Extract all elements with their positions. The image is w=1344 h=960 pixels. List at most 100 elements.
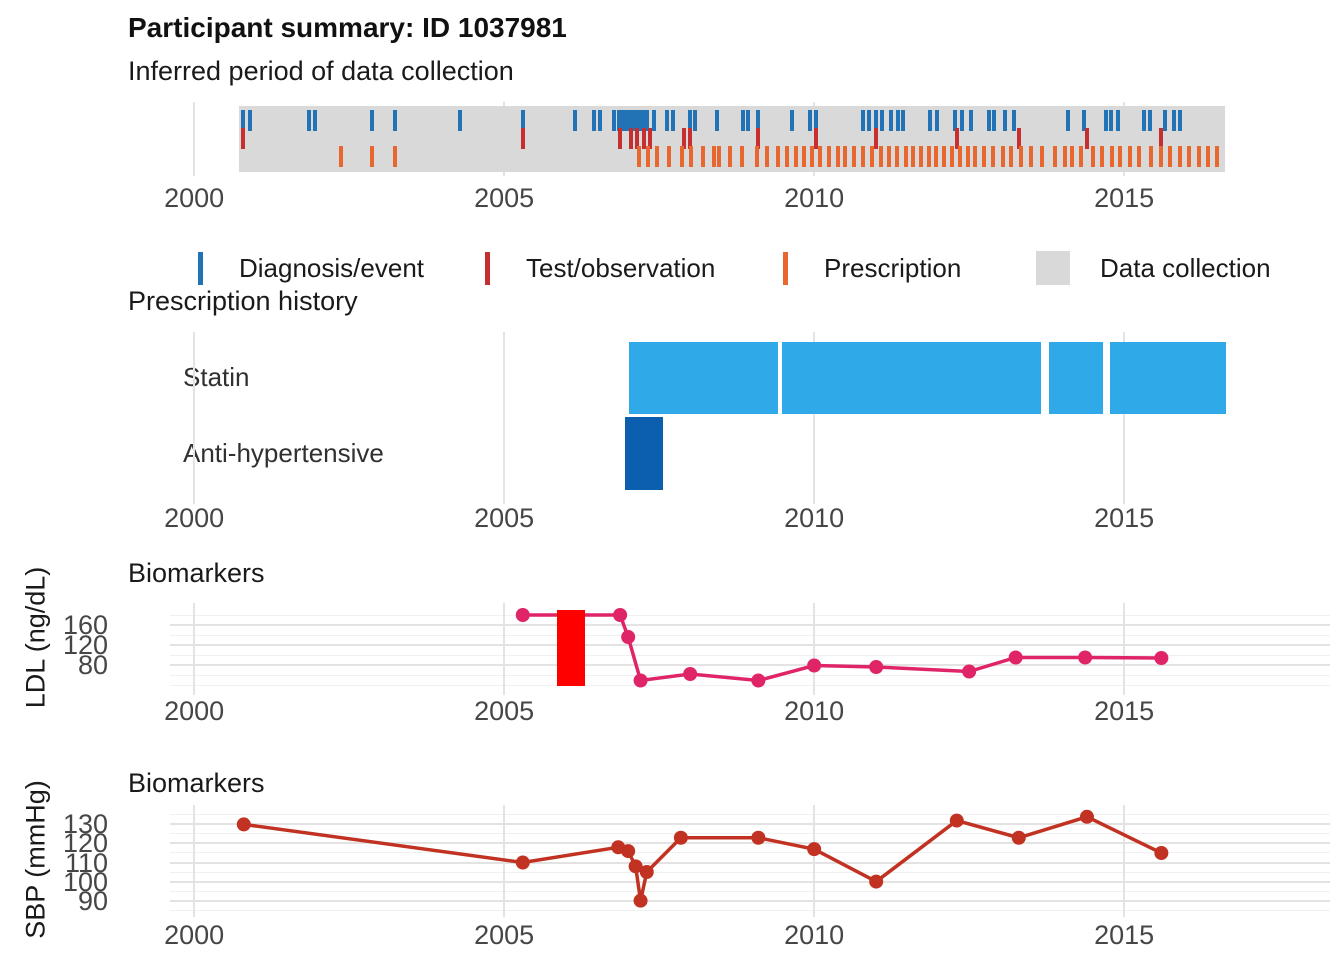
diagnosis-event-event-tick [624, 110, 629, 131]
x-gridline [1123, 805, 1126, 917]
statin-bar-segment [1109, 342, 1226, 414]
y-axis-label: 80 [77, 650, 108, 680]
prescription-key-icon [783, 251, 788, 285]
x-axis-label: 2010 [784, 503, 845, 533]
ldl-point [1008, 650, 1023, 665]
test-observation-event-tick [688, 128, 693, 149]
prescription-event-tick [973, 146, 978, 167]
y-gridline-minor [170, 614, 1330, 616]
diagnosis-event-event-tick [1012, 110, 1017, 131]
ldl-point [633, 673, 648, 688]
y-gridline-minor [170, 890, 1330, 892]
diagnosis-event-event-tick [1065, 110, 1070, 131]
y-axis-label: 130 [62, 809, 108, 840]
y-gridline-minor [170, 674, 1330, 676]
prescription-event-tick [688, 146, 693, 167]
prescription-event-tick [727, 146, 732, 167]
x-axis-label: 2015 [1094, 183, 1155, 213]
prescription-event-tick [843, 146, 848, 167]
diagnosis-event-event-tick [652, 110, 657, 131]
x-gridline [813, 332, 816, 504]
test-observation-event-tick [647, 128, 652, 149]
x-gridline [813, 805, 816, 917]
legend-item: Test/observation [485, 248, 715, 288]
y-gridline-minor [170, 833, 1330, 835]
statin-bar-segment [628, 342, 779, 414]
diagnosis-event-event-tick [688, 110, 693, 131]
prescription-event-tick [776, 146, 781, 167]
x-axis-label: 2015 [1094, 920, 1155, 950]
x-axis-label: 2000 [164, 503, 225, 533]
sbp-series [236, 809, 1169, 908]
diagnosis-event-event-tick [572, 110, 577, 131]
x-gridline [193, 805, 196, 917]
test-observation-event-tick [681, 128, 686, 149]
diagnosis-event-event-tick [928, 110, 933, 131]
test-observation-event-tick [1016, 128, 1021, 149]
x-gridline [503, 603, 506, 695]
x-axis-label: 2005 [474, 503, 535, 533]
sbp-point [869, 874, 884, 889]
legend-item: Diagnosis/event [198, 248, 424, 288]
diagnosis-event-event-tick [592, 110, 597, 131]
diagnosis-event-event-tick [520, 110, 525, 131]
x-axis-label: 2005 [474, 183, 535, 213]
diagnosis-event-event-tick [634, 110, 639, 131]
ldl-series [515, 608, 1169, 688]
y-gridline [170, 861, 1330, 864]
diagnosis-event-event-tick [1115, 110, 1120, 131]
test-observation-event-tick [954, 128, 959, 149]
ldl-section-title: Biomarkers [128, 558, 265, 588]
prescription-event-tick [860, 146, 865, 167]
prescription-event-tick [818, 146, 823, 167]
prescription-history-title: Prescription history [128, 286, 358, 316]
sbp-point [807, 842, 822, 857]
diagnosis-event-event-tick [952, 110, 957, 131]
diagnosis-event-event-tick [991, 110, 996, 131]
legend-label: Data collection [1100, 252, 1271, 283]
diagnosis-event-event-tick [987, 110, 991, 131]
diagnosis-event-event-tick [790, 110, 795, 131]
diagnosis-event-event-tick [889, 110, 894, 131]
test-observation-event-tick [874, 128, 879, 149]
diagnosis-event-event-tick [240, 110, 245, 131]
sbp-point [673, 830, 688, 845]
diagnosis-event-event-tick [628, 110, 633, 131]
diagnosis-event-event-tick [808, 110, 813, 131]
x-gridline [193, 102, 196, 176]
y-gridline [170, 664, 1330, 666]
diagnosis-event-event-tick [637, 110, 642, 131]
data-collection-swatch [1036, 251, 1070, 285]
prescription-event-tick [1137, 146, 1142, 167]
prescription-event-tick [765, 146, 770, 167]
treatment-gap-highlight [556, 610, 586, 686]
diagnosis-event-event-tick [814, 110, 819, 131]
diagnosis-event-key-icon [198, 251, 203, 285]
x-axis-label: 2005 [474, 696, 535, 726]
prescription-event-tick [370, 146, 375, 167]
x-gridline [1123, 603, 1126, 695]
ldl-point [807, 658, 822, 673]
sbp-point [751, 830, 766, 845]
prescription-event-tick [1196, 146, 1201, 167]
diagnosis-event-event-tick [895, 110, 900, 131]
x-gridline [1123, 332, 1126, 504]
prescription-event-tick [1159, 146, 1164, 167]
ldl-point [613, 608, 628, 622]
prescription-event-tick [1205, 146, 1210, 167]
prescription-event-tick [1099, 146, 1104, 167]
legend-label: Prescription [824, 252, 962, 283]
x-axis-label: 2000 [164, 696, 225, 726]
statin-bar-segment [1049, 342, 1104, 414]
prescription-event-tick [1109, 146, 1114, 167]
sbp-point [236, 817, 251, 832]
prescription-event-tick [965, 146, 970, 167]
y-gridline [170, 899, 1330, 902]
y-gridline-minor [170, 909, 1330, 911]
sbp-line [243, 814, 1163, 902]
diagnosis-event-event-tick [1081, 110, 1086, 131]
diagnosis-event-event-tick [867, 110, 872, 131]
prescription-event-tick [957, 146, 962, 167]
test-observation-event-tick [756, 128, 761, 149]
diagnosis-event-event-tick [860, 110, 865, 131]
